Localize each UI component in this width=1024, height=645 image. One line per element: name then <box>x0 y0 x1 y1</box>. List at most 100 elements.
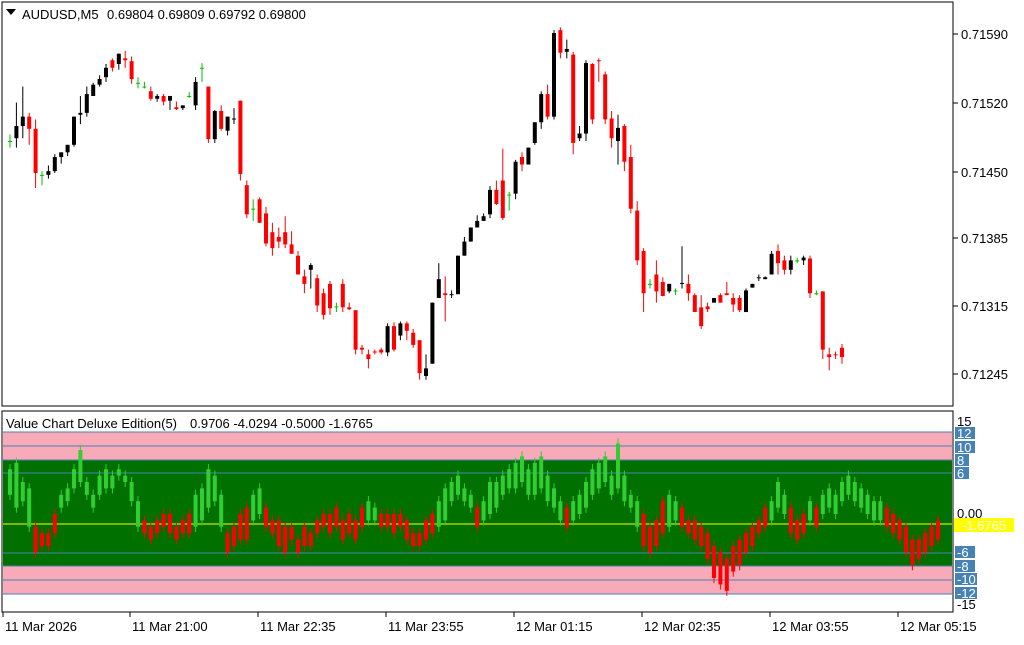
value-bar <box>180 520 185 534</box>
value-bar <box>545 475 550 502</box>
ind-tag-neg10 <box>955 573 977 585</box>
candle-body <box>436 279 441 298</box>
ind-tag-neg8 <box>955 560 975 572</box>
value-bar <box>20 482 25 502</box>
ind-tag-6 <box>955 467 969 479</box>
candle-body <box>718 295 723 303</box>
candle-body <box>744 290 748 313</box>
value-bar <box>532 462 537 495</box>
candle-body <box>424 368 428 376</box>
value-bar <box>763 507 768 527</box>
value-bar <box>673 501 678 521</box>
value-bar <box>270 520 275 534</box>
ind-tag-10 <box>955 441 975 453</box>
time-label: 11 Mar 2026 <box>5 619 77 634</box>
candle-body <box>590 64 595 120</box>
value-bar <box>929 526 934 546</box>
value-bar <box>616 443 620 489</box>
candle-body <box>520 157 524 165</box>
price-tick: 0.71450 <box>961 165 1008 180</box>
candle-body <box>372 351 377 353</box>
value-bar <box>788 507 793 534</box>
candle-body <box>814 293 819 295</box>
candle-body <box>456 255 460 295</box>
value-bar <box>84 482 89 495</box>
value-bar <box>648 526 652 553</box>
value-bar <box>827 488 832 508</box>
candle-body <box>564 48 569 52</box>
candle-body <box>494 189 499 204</box>
value-bar <box>494 482 499 508</box>
value-bar <box>27 488 32 527</box>
candle-body <box>782 260 787 270</box>
value-bar <box>148 526 153 540</box>
price-tick: 0.71520 <box>961 96 1008 111</box>
candle-body <box>635 210 640 261</box>
value-bar <box>334 507 339 527</box>
value-bar <box>424 520 428 540</box>
value-bar <box>852 482 857 502</box>
price-pane[interactable] <box>1 1 954 407</box>
value-bar <box>878 501 883 521</box>
time-label: 11 Mar 21:00 <box>132 619 208 634</box>
ind-tag-neg12 <box>955 587 977 599</box>
value-bar <box>840 482 844 502</box>
candle-body <box>737 297 742 311</box>
candle-body <box>251 208 256 210</box>
value-bar <box>110 475 115 489</box>
value-bar <box>411 533 416 546</box>
value-bar <box>347 514 352 534</box>
collapse-triangle-icon[interactable] <box>6 9 16 15</box>
candle-body <box>244 185 249 215</box>
value-bar <box>136 501 140 527</box>
value-bar <box>14 462 19 508</box>
candle-body <box>104 67 108 78</box>
value-bar <box>372 507 377 521</box>
candle-body <box>321 293 326 315</box>
ind-tick: 12 <box>957 426 971 441</box>
value-bar <box>360 507 364 527</box>
candle-body <box>264 213 268 244</box>
value-bar <box>321 514 326 527</box>
value-bar <box>769 501 774 521</box>
ind-tick: -12 <box>957 586 976 601</box>
indicator-title-bg <box>3 414 393 431</box>
value-bar <box>481 501 486 521</box>
value-bar <box>72 469 76 489</box>
candle-body <box>398 323 403 336</box>
candle-body <box>577 133 582 139</box>
value-bar <box>731 546 736 572</box>
value-bar <box>225 533 230 553</box>
candle-body <box>219 110 224 129</box>
value-bar <box>212 475 217 502</box>
ind-tick: -15 <box>957 597 976 612</box>
value-bar <box>692 520 697 540</box>
value-bar <box>276 520 281 546</box>
candle-body <box>129 61 134 80</box>
ind-tag-8 <box>955 454 969 466</box>
candle-body <box>200 67 204 69</box>
candle-body <box>673 290 678 292</box>
value-bar <box>756 520 761 534</box>
candle-body <box>33 128 38 173</box>
candle-body <box>475 220 480 228</box>
value-bar <box>539 456 544 489</box>
candle-body <box>833 354 838 356</box>
value-bar <box>660 501 665 534</box>
value-bar <box>161 514 166 527</box>
value-bar <box>910 539 915 566</box>
candle-body <box>481 216 486 221</box>
candle-body <box>142 86 147 88</box>
candle-body <box>97 79 102 85</box>
value-bar <box>865 494 870 514</box>
candle-body <box>449 294 454 296</box>
time-label: 11 Mar 22:35 <box>260 619 336 634</box>
candle-body <box>59 152 64 158</box>
candle-body <box>660 281 665 297</box>
value-bar <box>174 526 179 540</box>
candle-body <box>411 332 416 345</box>
candle-body <box>795 260 800 262</box>
price-tick: 0.71590 <box>961 27 1008 42</box>
value-bar <box>571 501 576 521</box>
